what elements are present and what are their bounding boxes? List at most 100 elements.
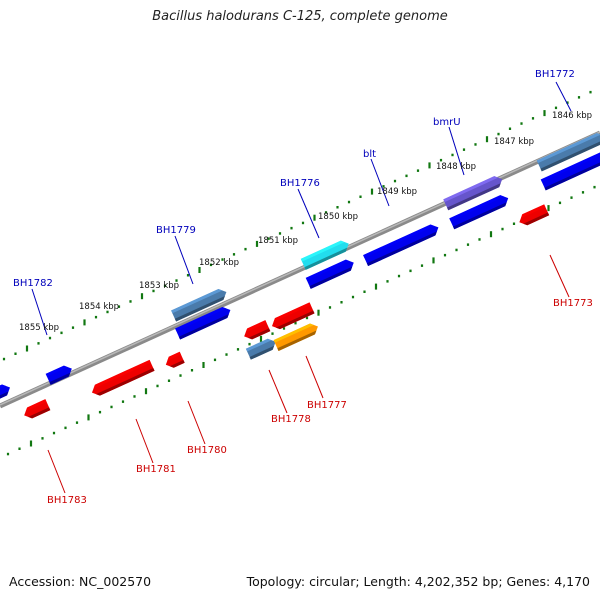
major-tick (485, 136, 489, 143)
gene-bh1773[interactable] (517, 204, 550, 227)
gene-bh1779-upper[interactable] (171, 287, 229, 322)
minor-tick (71, 326, 75, 329)
gene-label-bh1777[interactable]: BH1777 (307, 400, 347, 411)
gene-label-bh1772[interactable]: BH1772 (535, 69, 575, 80)
minor-tick (382, 185, 385, 188)
gene-bh1783[interactable] (22, 399, 51, 421)
minor-tick (75, 421, 79, 424)
minor-tick (336, 206, 339, 209)
minor-tick (497, 132, 500, 136)
minor-tick (294, 321, 297, 325)
gene-red-mid[interactable] (269, 302, 315, 331)
gene-bh1772-upper[interactable] (536, 131, 600, 172)
gene-bmru[interactable] (449, 193, 510, 230)
gene-bh1779[interactable] (175, 305, 233, 340)
scale-tick-label: 1852 kbp (199, 258, 239, 268)
map-title: Bacillus halodurans C-125, complete geno… (152, 9, 448, 24)
gene-label-bmru[interactable]: bmrU (433, 117, 461, 128)
gene-bh1772[interactable] (540, 150, 600, 191)
leader-bh1772 (555, 81, 572, 112)
gene-blt[interactable] (363, 222, 441, 267)
minor-tick (133, 395, 136, 398)
minor-tick (152, 289, 155, 293)
minor-tick (466, 243, 470, 246)
major-tick (432, 257, 435, 264)
minor-tick (474, 143, 477, 146)
gene-label-bh1783[interactable]: BH1783 (47, 495, 87, 506)
major-tick (428, 162, 431, 169)
scale-tick-label: 1850 kbp (318, 212, 358, 222)
leader-bh1776 (297, 188, 320, 239)
minor-tick (232, 253, 236, 256)
minor-tick (443, 253, 447, 257)
minor-tick (455, 248, 458, 252)
minor-tick (271, 332, 274, 335)
gene-bh1776[interactable] (300, 238, 351, 270)
gene-label-bh1778[interactable]: BH1778 (271, 414, 311, 425)
label-leaders (31, 81, 572, 494)
gene-label-bh1776[interactable]: BH1776 (280, 178, 320, 189)
minor-tick (64, 426, 67, 430)
gene-bh1782-left[interactable] (0, 382, 12, 403)
gene-bh1780[interactable] (163, 351, 185, 370)
minor-tick (386, 280, 389, 283)
minor-tick (106, 310, 109, 314)
major-tick (87, 414, 90, 421)
minor-tick (167, 379, 171, 382)
minor-tick (409, 269, 412, 273)
minor-tick (328, 306, 332, 309)
minor-tick (129, 300, 132, 303)
minor-tick (244, 247, 247, 251)
gene-label-blt[interactable]: blt (363, 149, 376, 160)
gene-label-bh1782[interactable]: BH1782 (13, 278, 53, 289)
gene-bh1781[interactable] (89, 359, 155, 398)
minor-tick (94, 315, 98, 319)
major-tick (202, 362, 205, 368)
minor-tick (175, 279, 178, 282)
gene-label-bh1781[interactable]: BH1781 (136, 464, 176, 475)
minor-tick (508, 127, 512, 130)
minor-tick (156, 384, 159, 388)
scale-tick-label: 1853 kbp (139, 281, 179, 291)
minor-tick (186, 274, 190, 277)
major-tick (255, 240, 259, 247)
minor-tick (420, 264, 424, 267)
minor-tick (267, 237, 270, 240)
major-tick (259, 335, 263, 342)
gene-red-small[interactable] (242, 320, 271, 342)
scale-tick-label: 1854 kbp (79, 302, 119, 312)
minor-tick (290, 226, 293, 230)
topology-value: circular (309, 574, 356, 589)
minor-tick (566, 101, 569, 104)
gene-label-bh1780[interactable]: BH1780 (187, 445, 227, 456)
major-tick (374, 283, 378, 290)
minor-tick (451, 153, 454, 157)
length-value: 4,202,352 bp (414, 574, 499, 589)
gene-features (0, 131, 600, 421)
gene-arrow-blue[interactable] (45, 363, 75, 385)
minor-tick (520, 122, 523, 125)
minor-tick (60, 331, 63, 335)
accession-label: Accession: (9, 574, 76, 589)
gene-bh1777[interactable] (273, 321, 321, 351)
length-label: Length: (363, 574, 411, 589)
outer-tick-ring (2, 90, 592, 361)
minor-tick (278, 232, 282, 235)
gene-label-bh1779[interactable]: BH1779 (156, 225, 196, 236)
leader-bmru (448, 126, 465, 176)
inner-tick-ring (6, 185, 596, 456)
minor-tick (248, 342, 251, 346)
minor-tick (305, 316, 309, 320)
gene-blue-mid[interactable] (305, 257, 356, 289)
gene-bh1778[interactable] (245, 336, 278, 360)
major-tick (140, 293, 144, 300)
gene-label-bh1773[interactable]: BH1773 (553, 298, 593, 309)
minor-tick (593, 185, 596, 189)
minor-tick (347, 200, 351, 204)
gene-bmru-upper[interactable] (443, 174, 504, 211)
minor-tick (41, 437, 44, 440)
leader-blt (370, 158, 390, 207)
minor-tick (531, 117, 535, 120)
minor-tick (163, 284, 167, 287)
